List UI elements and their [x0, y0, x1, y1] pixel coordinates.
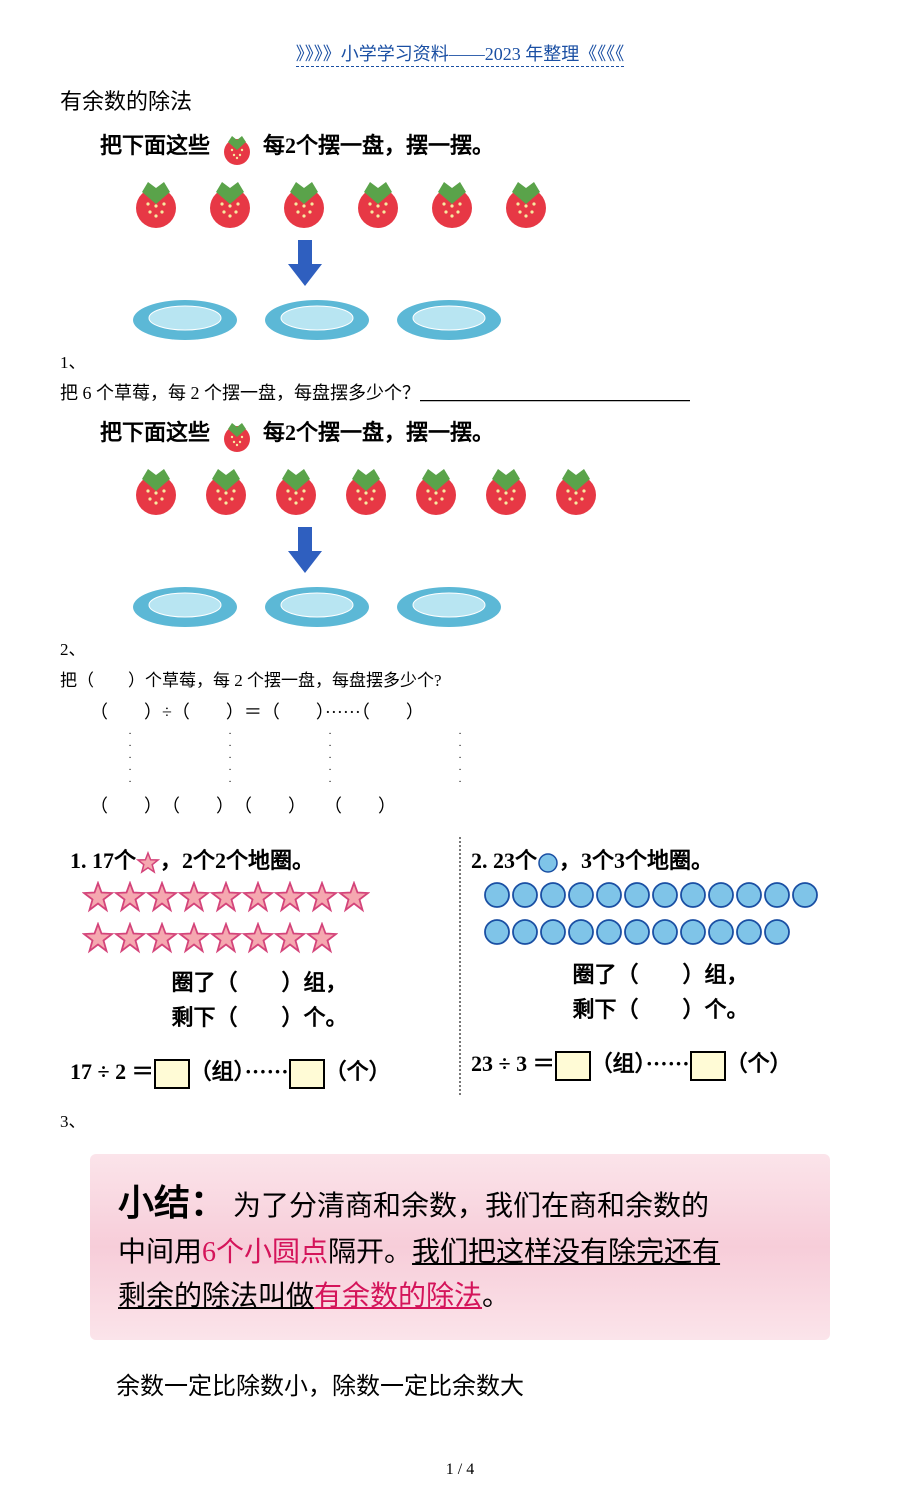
q2-line1: 把（ ）个草莓，每 2 个摆一盘，每盘摆多少个? — [60, 666, 860, 691]
q2-equation: （ ）÷（ ）＝（ ）······（ ） ····· ····· ····· ·… — [90, 695, 860, 823]
sum-l1: 为了分清商和余数，我们在商和余数的 — [233, 1191, 709, 1222]
q3r-circles — [471, 881, 850, 951]
answer-box[interactable] — [690, 1051, 726, 1081]
sum-l3b: 有余数的除法 — [314, 1281, 482, 1312]
header-text: 》》》》小学学习资料——2023 年整理《《《《 — [296, 44, 625, 67]
q1-blank: ＿＿＿＿＿＿＿＿＿＿＿＿＿＿＿ — [420, 383, 690, 403]
q3r-title: 2. 23个 ，3个3个地圈。 — [471, 843, 850, 875]
q3r-eq-mid: （组）······ — [591, 1051, 690, 1076]
sum-l2d: 我们把这样没有除完还有 — [412, 1237, 720, 1268]
footer-rule: 余数一定比除数小，除数一定比余数大 — [116, 1366, 860, 1401]
q3l-eq-post: （个） — [325, 1059, 391, 1084]
q3r-t1: 圈了（ ）组， — [471, 957, 850, 992]
dots-icon: ····· — [430, 729, 490, 789]
q3r-title-post: ，3个3个地圈。 — [559, 848, 713, 873]
q3-label: 3、 — [60, 1107, 860, 1132]
q1-label: 1、 — [60, 348, 860, 373]
q3-block: 1. 17个 ，2个2个地圈。 圈了（ ）组， 剩下（ ）个。 17 ÷ 2 ＝ （… — [60, 837, 860, 1094]
q2-arrow — [60, 523, 480, 577]
q3l-lines: 圈了（ ）组， 剩下（ ）个。 — [70, 965, 449, 1035]
q3r-title-pre: 2. 23个 — [471, 848, 537, 873]
q1-post: 每2个摆一盘，摆一摆。 — [263, 133, 494, 158]
sum-l3c: 。 — [482, 1281, 510, 1312]
q2-post: 每2个摆一盘，摆一摆。 — [263, 420, 494, 445]
dots-icon: ····· — [300, 729, 360, 789]
q3l-eq: 17 ÷ 2 ＝ （组）······ （个） — [70, 1054, 449, 1089]
q1-instruction: 把下面这些 每2个摆一盘，摆一摆。 — [100, 128, 860, 166]
q3r-eq-pre: 23 ÷ 3 ＝ — [471, 1051, 555, 1076]
q1-text: 把 6 个草莓，每 2 个摆一盘，每盘摆多少个？ — [60, 383, 420, 403]
circle-icon — [537, 852, 559, 874]
answer-box[interactable] — [154, 1059, 190, 1089]
q3l-title-post: ，2个2个地圈。 — [160, 848, 314, 873]
q1-strawberry-row — [130, 174, 860, 230]
q3-right: 2. 23个 ，3个3个地圈。 圈了（ ）组， 剩下（ ）个。 23 ÷ 3 ＝ （… — [461, 837, 860, 1094]
doc-title: 有余数的除法 — [60, 84, 860, 116]
sum-l2c: 隔开。 — [328, 1237, 412, 1268]
q3l-t1: 圈了（ ）组， — [70, 965, 449, 1000]
q3l-eq-pre: 17 ÷ 2 ＝ — [70, 1059, 154, 1084]
q2-plate-row — [130, 583, 860, 631]
q3r-eq: 23 ÷ 3 ＝ （组）······ （个） — [471, 1046, 850, 1081]
q2-pre: 把下面这些 — [100, 420, 210, 445]
answer-box[interactable] — [555, 1051, 591, 1081]
q3l-title-pre: 1. 17个 — [70, 848, 136, 873]
sum-l2b: 6个小圆点 — [202, 1237, 328, 1268]
q3r-eq-post: （个） — [726, 1051, 792, 1076]
q2-eq-top: （ ）÷（ ）＝（ ）······（ ） — [90, 695, 860, 729]
q2-eq-bottom: （ ） （ ） （ ） （ ） — [90, 789, 860, 823]
q2-strawberry-row — [130, 461, 860, 517]
star-icon — [136, 851, 160, 875]
strawberry-icon — [220, 130, 254, 166]
q1-plate-row — [130, 296, 860, 344]
q1-arrow — [60, 236, 480, 290]
answer-box[interactable] — [289, 1059, 325, 1089]
q3l-t2: 剩下（ ）个。 — [70, 1000, 449, 1035]
page-number: 1 / 4 — [60, 1461, 860, 1479]
sum-l2a: 中间用 — [118, 1237, 202, 1268]
summary-box: 小结： 为了分清商和余数，我们在商和余数的 中间用6个小圆点隔开。我们把这样没有… — [90, 1154, 830, 1341]
q3-left: 1. 17个 ，2个2个地圈。 圈了（ ）组， 剩下（ ）个。 17 ÷ 2 ＝ （… — [60, 837, 461, 1094]
q2-instruction: 把下面这些 每2个摆一盘，摆一摆。 — [100, 415, 860, 453]
q1-question: 把 6 个草莓，每 2 个摆一盘，每盘摆多少个？＿＿＿＿＿＿＿＿＿＿＿＿＿＿＿ — [60, 379, 860, 405]
q3r-t2: 剩下（ ）个。 — [471, 992, 850, 1027]
summary-head: 小结： — [118, 1183, 226, 1223]
page-header: 》》》》小学学习资料——2023 年整理《《《《 — [60, 40, 860, 66]
q3r-lines: 圈了（ ）组， 剩下（ ）个。 — [471, 957, 850, 1027]
q2-label: 2、 — [60, 635, 860, 660]
q3l-stars — [70, 881, 449, 959]
strawberry-icon — [220, 417, 254, 453]
dots-icon: ····· — [200, 729, 260, 789]
q3l-title: 1. 17个 ，2个2个地圈。 — [70, 843, 449, 875]
q1-pre: 把下面这些 — [100, 133, 210, 158]
sum-l3a: 剩余的除法叫做 — [118, 1281, 314, 1312]
q3l-eq-mid: （组）······ — [190, 1059, 289, 1084]
dots-icon: ····· — [100, 729, 160, 789]
